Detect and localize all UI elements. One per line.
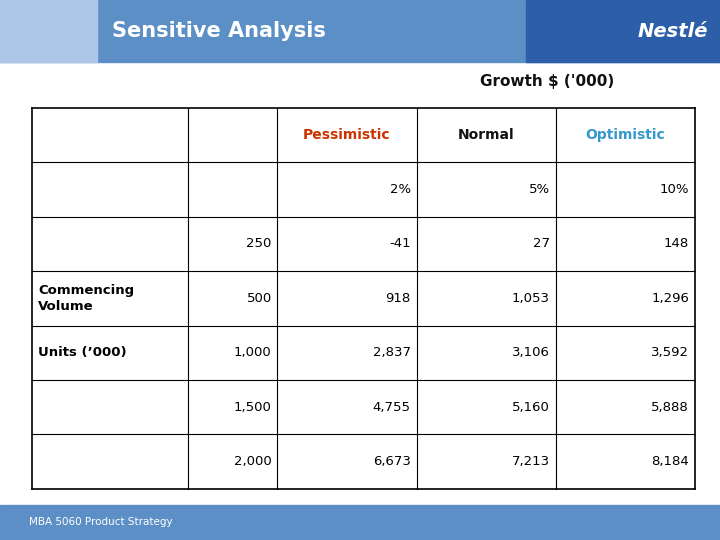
Text: 250: 250 [246,238,271,251]
Text: 1,500: 1,500 [234,401,271,414]
Text: 5%: 5% [528,183,550,196]
Text: Units (’000): Units (’000) [38,346,127,359]
Bar [526,0,720,62]
Text: 500: 500 [246,292,271,305]
Text: Normal: Normal [458,128,515,142]
Text: Optimistic: Optimistic [585,128,665,142]
Text: Pessimistic: Pessimistic [303,128,391,142]
Text: 27: 27 [533,238,550,251]
Text: Growth $ ('000): Growth $ ('000) [480,74,614,89]
Text: 1,000: 1,000 [234,346,271,359]
Bar [0,0,97,62]
Text: 10%: 10% [660,183,689,196]
Text: 1,296: 1,296 [651,292,689,305]
Text: 6,673: 6,673 [373,455,411,468]
Bar [0,0,720,62]
Text: -41: -41 [390,238,411,251]
Text: 918: 918 [386,292,411,305]
Text: 1,053: 1,053 [512,292,550,305]
Text: MBA 5060 Product Strategy: MBA 5060 Product Strategy [29,517,172,528]
Text: 3,106: 3,106 [512,346,550,359]
Text: 5,888: 5,888 [652,401,689,414]
Text: 5,160: 5,160 [512,401,550,414]
Text: 2,000: 2,000 [234,455,271,468]
Text: 7,213: 7,213 [512,455,550,468]
Text: 4,755: 4,755 [373,401,411,414]
Text: Nestlé: Nestlé [638,22,708,40]
Text: 8,184: 8,184 [652,455,689,468]
Text: Sensitive Analysis: Sensitive Analysis [112,21,325,41]
Text: 148: 148 [664,238,689,251]
Text: 2,837: 2,837 [373,346,411,359]
Text: Commencing
Volume: Commencing Volume [38,284,135,313]
Text: 2%: 2% [390,183,411,196]
Bar [0,505,720,540]
Text: 3,592: 3,592 [651,346,689,359]
